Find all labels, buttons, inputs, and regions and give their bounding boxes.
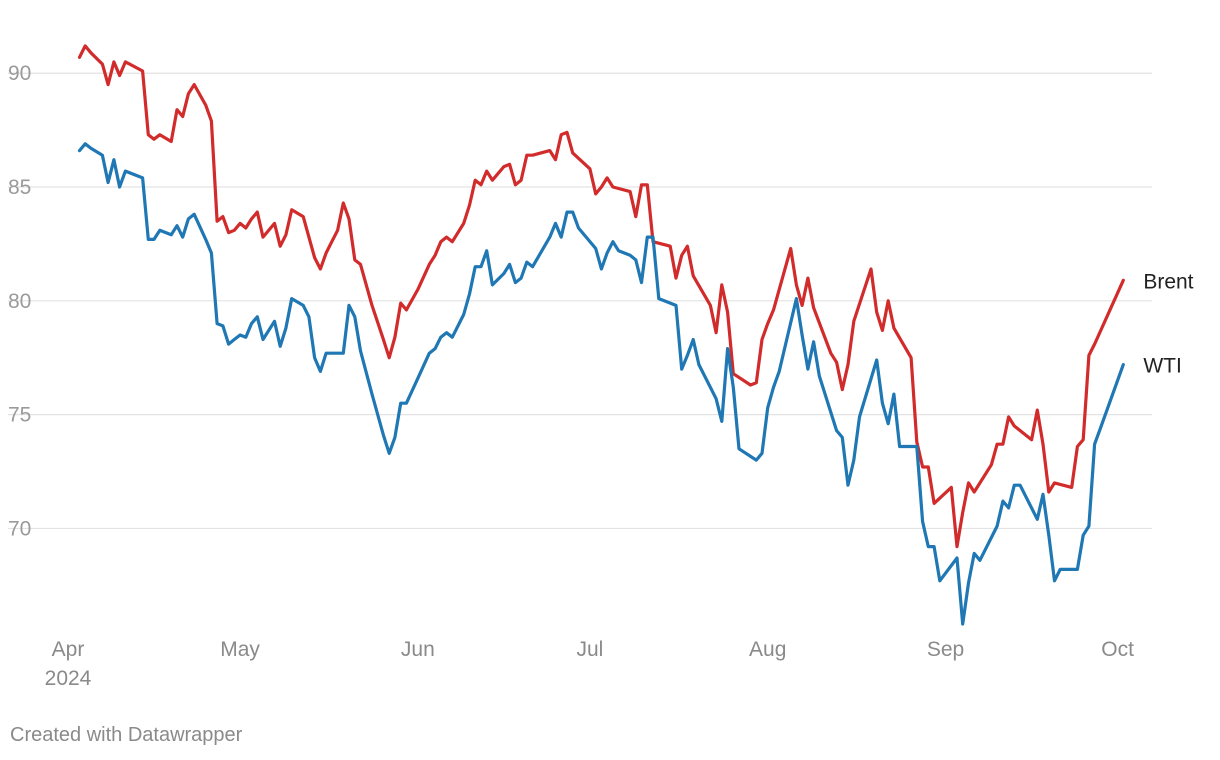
wti-line (77, 142, 1125, 626)
x-tick-label-jul: Jul (576, 638, 603, 661)
x-tick-label-jun: Jun (401, 638, 435, 661)
x-tick-label-sep: Sep (927, 638, 964, 661)
series-labels: Brent WTI (1143, 270, 1193, 377)
brent-line (77, 44, 1125, 549)
y-tick-label-75: 75 (8, 404, 31, 427)
x-tick-sublabel-year: 2024 (45, 667, 92, 690)
y-tick-label-80: 80 (8, 290, 31, 313)
brent-series-label: Brent (1143, 270, 1193, 293)
x-tick-label-oct: Oct (1101, 638, 1134, 661)
x-tick-label-may: May (220, 638, 260, 661)
x-tick-label-aug: Aug (749, 638, 786, 661)
y-axis-ticks: 70 75 80 85 90 (8, 62, 31, 540)
series-lines (77, 44, 1125, 626)
datawrapper-credit: Created with Datawrapper (10, 724, 243, 746)
y-gridlines (8, 72, 1152, 530)
x-axis-ticks: Apr 2024 May Jun Jul Aug Sep Oct (45, 638, 1134, 690)
x-tick-label-apr: Apr (52, 638, 85, 661)
y-tick-label-70: 70 (8, 517, 31, 540)
y-tick-label-85: 85 (8, 176, 31, 199)
wti-series-label: WTI (1143, 355, 1181, 378)
y-tick-label-90: 90 (8, 62, 31, 85)
